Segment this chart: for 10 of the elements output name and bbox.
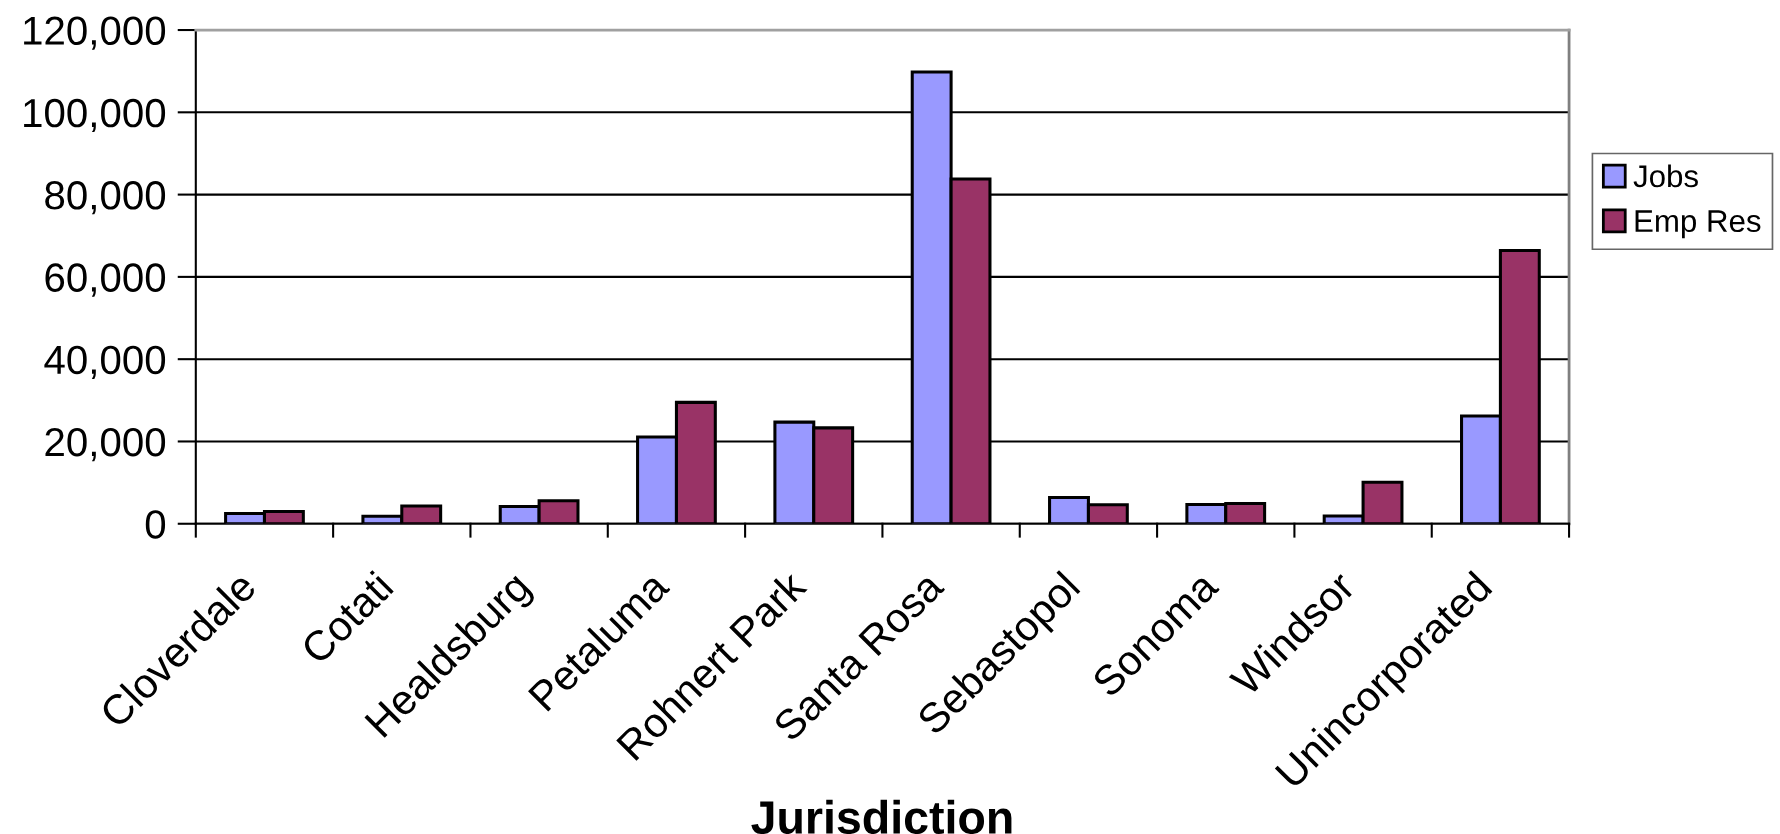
x-axis-title: Jurisdiction xyxy=(751,799,1012,834)
legend-label: Emp Res xyxy=(1635,210,1761,239)
y-tick-label: 60,000 xyxy=(45,263,166,297)
y-tick-label: 100,000 xyxy=(24,98,166,133)
y-tick-label: 20,000 xyxy=(45,427,166,462)
y-tick-label: 80,000 xyxy=(45,181,166,215)
y-tick-label: 40,000 xyxy=(44,345,166,379)
legend-label: Jobs xyxy=(1633,164,1698,188)
y-tick-label: 120,000 xyxy=(24,16,166,50)
y-tick-label: 0 xyxy=(145,510,166,539)
